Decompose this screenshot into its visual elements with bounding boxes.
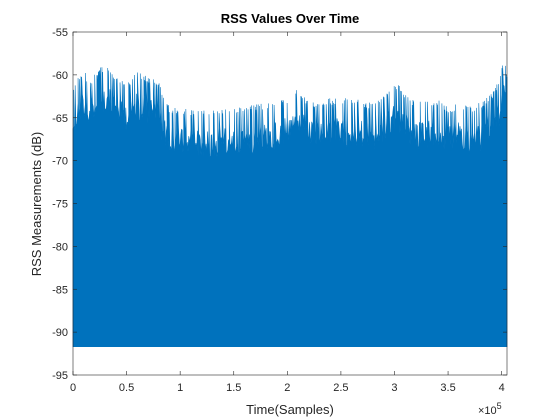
y-tick-label: -55	[52, 27, 68, 39]
x-tick-label: 4	[499, 382, 505, 394]
y-tick-label: -75	[52, 199, 68, 211]
y-tick-label: -60	[52, 70, 68, 82]
x-tick-label: 2.5	[333, 382, 348, 394]
chart-title: RSS Values Over Time	[221, 11, 360, 26]
x-tick-label: 3	[391, 382, 397, 394]
x-tick-label: 0	[70, 382, 76, 394]
x-exponent-label: ×105	[478, 401, 502, 417]
y-tick-label: -65	[52, 113, 68, 125]
x-axis-label: Time(Samples)	[246, 402, 334, 417]
series-line	[72, 65, 508, 347]
y-tick-label: -85	[52, 284, 68, 296]
x-axis-ticks: 0 0.5 1 1.5 2 2.5 3 3.5 4	[70, 32, 505, 394]
y-axis-label: RSS Measurements (dB)	[29, 132, 44, 277]
x-tick-label: 0.5	[119, 382, 134, 394]
x-tick-label: 3.5	[440, 382, 455, 394]
x-exponent-base: ×10	[478, 405, 497, 417]
y-axis-ticks: -95 -90 -85 -80 -75 -70 -65 -60 -55	[52, 27, 507, 382]
y-tick-label: -80	[52, 241, 68, 253]
series-layer	[72, 65, 508, 347]
plot-area	[72, 31, 508, 376]
y-tick-label: -95	[52, 370, 68, 382]
y-tick-label: -70	[52, 156, 68, 168]
x-tick-label: 1.5	[226, 382, 241, 394]
x-exponent-power: 5	[497, 401, 502, 411]
x-tick-label: 2	[284, 382, 290, 394]
x-tick-label: 1	[177, 382, 183, 394]
y-tick-label: -90	[52, 327, 68, 339]
